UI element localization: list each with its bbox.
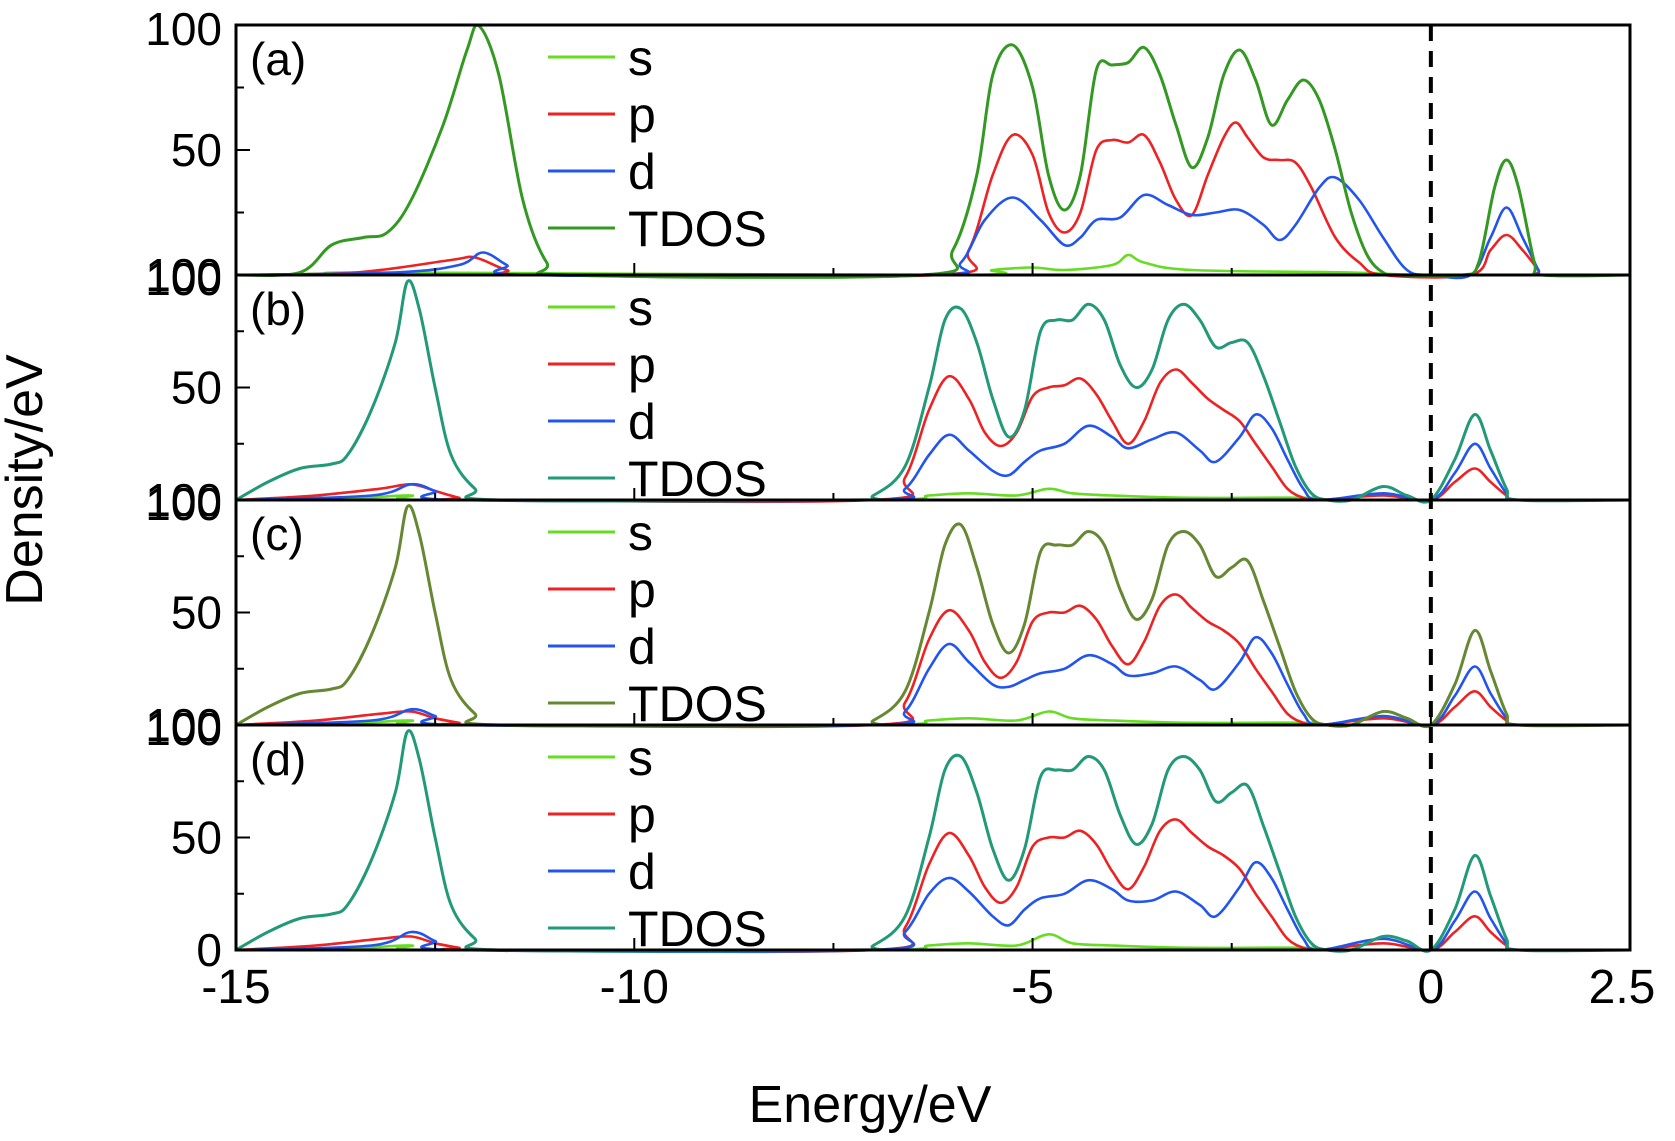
- panel-label: (c): [250, 508, 304, 560]
- legend-label-d: d: [628, 844, 656, 900]
- legend-label-d: d: [628, 619, 656, 675]
- x-axis-label: Energy/eV: [749, 1076, 992, 1134]
- x-tick-label: -10: [600, 961, 669, 1014]
- legend-label-p: p: [628, 87, 656, 143]
- y-tick-label: 0: [196, 924, 222, 976]
- series-d-line-panel-4: [235, 860, 1631, 954]
- series-tdos-line-panel-3: [235, 504, 1631, 729]
- legend-label-s: s: [628, 505, 653, 561]
- y-tick-label: 100: [145, 699, 222, 751]
- x-tick-label: 2.5: [1589, 961, 1656, 1014]
- legend-label-tdos: TDOS: [628, 901, 767, 957]
- series-d-line-panel-3: [235, 635, 1631, 728]
- y-tick-label: 100: [145, 703, 222, 755]
- series-tdos-line-panel-1: [235, 23, 1631, 279]
- legend-label-tdos: TDOS: [628, 201, 767, 257]
- y-tick-label: 100: [145, 3, 222, 55]
- y-axis-label: Density/eV: [0, 354, 54, 606]
- panel-frame-4: [234, 723, 1632, 952]
- y-tick-label: 50: [171, 587, 222, 639]
- panel-frame-3: [234, 498, 1632, 727]
- y-tick-label: 100: [145, 474, 222, 526]
- legend-label-s: s: [628, 280, 653, 336]
- legend-label-tdos: TDOS: [628, 676, 767, 732]
- series-d-line-panel-2: [235, 413, 1631, 503]
- series-tdos-line-panel-2: [235, 279, 1631, 504]
- panel-label: (b): [250, 283, 306, 335]
- legend-label-d: d: [628, 144, 656, 200]
- panel-label: (a): [250, 33, 306, 85]
- panel-label: (d): [250, 733, 306, 785]
- panel-frame-2: [234, 273, 1632, 502]
- series-p-line-panel-1: [235, 121, 1631, 279]
- y-tick-label: 50: [171, 124, 222, 176]
- panel-frame-1: [234, 23, 1632, 277]
- series-tdos-line-panel-4: [235, 729, 1631, 953]
- x-tick-label: -15: [201, 961, 270, 1014]
- y-tick-label: 100: [145, 249, 222, 301]
- x-tick-label: -5: [1011, 961, 1054, 1014]
- y-tick-label: 50: [171, 812, 222, 864]
- legend-label-s: s: [628, 730, 653, 786]
- y-tick-label: 100: [145, 253, 222, 305]
- series-d-line-panel-1: [235, 175, 1631, 280]
- x-tick-label: 0: [1418, 961, 1445, 1014]
- legend-label-d: d: [628, 394, 656, 450]
- legend-label-s: s: [628, 30, 653, 86]
- y-tick-label: 50: [171, 362, 222, 414]
- legend-label-tdos: TDOS: [628, 451, 767, 507]
- legend-label-p: p: [628, 337, 656, 393]
- legend-label-p: p: [628, 787, 656, 843]
- legend-label-p: p: [628, 562, 656, 618]
- series-s-line-panel-1: [235, 253, 1631, 277]
- y-tick-label: 100: [145, 478, 222, 530]
